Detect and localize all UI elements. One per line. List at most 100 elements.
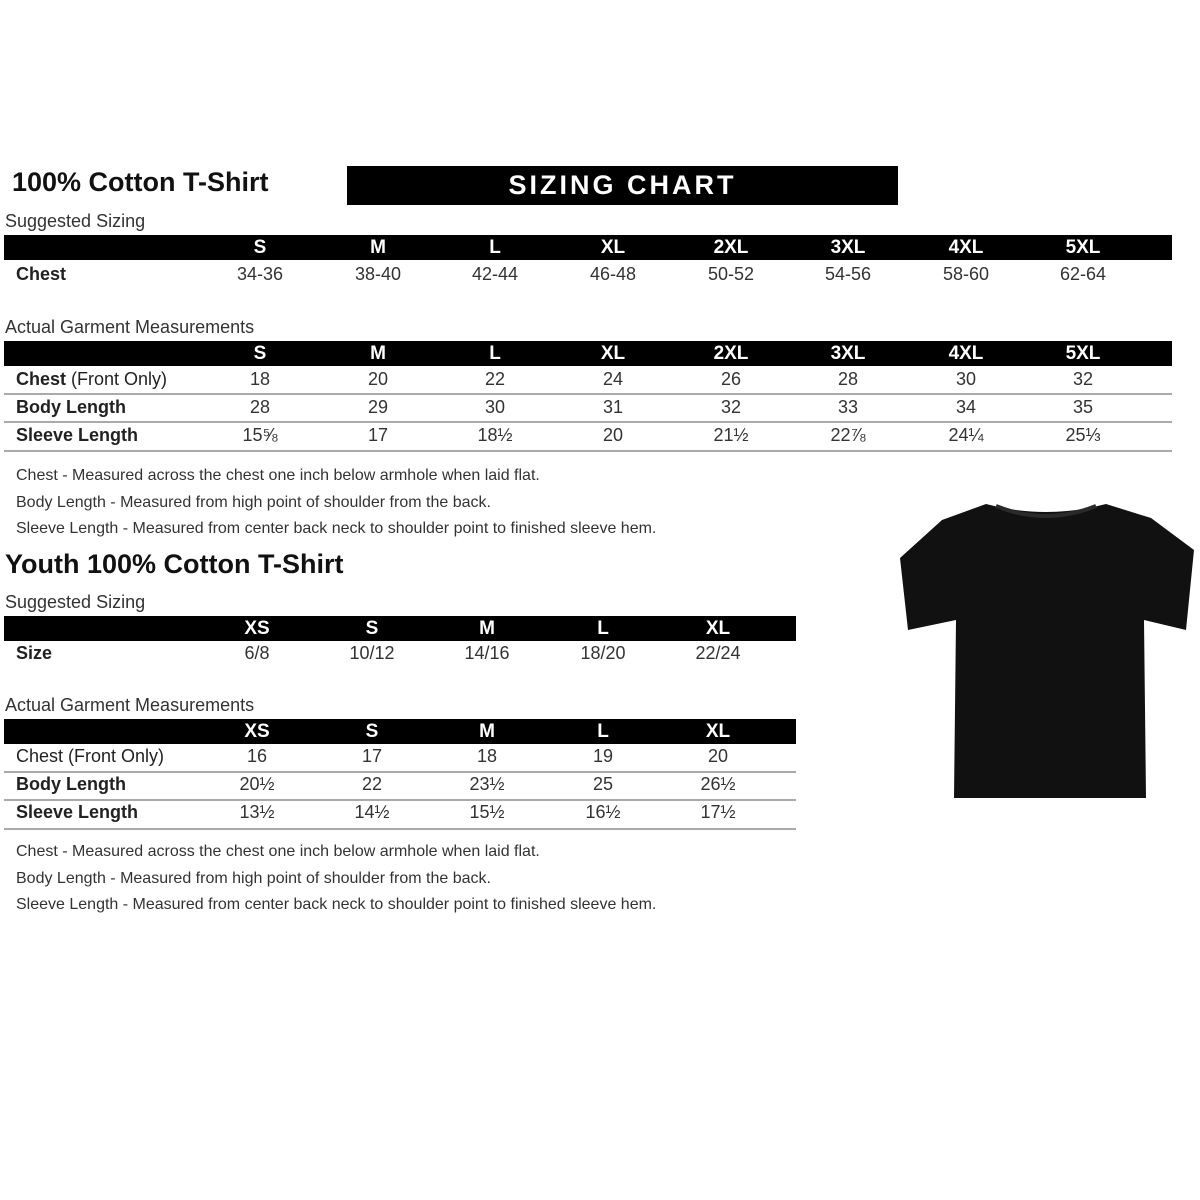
table-cell: 35: [1072, 397, 1094, 417]
table-cell: 26: [720, 369, 742, 389]
table-cell: 34-36: [236, 264, 284, 284]
table-header-bar: [4, 719, 796, 744]
size-header: XL: [705, 721, 731, 742]
adult-note: Body Length - Measured from high point o…: [16, 493, 491, 511]
table-cell: 25: [592, 774, 614, 794]
size-header: S: [253, 343, 267, 364]
size-header: XS: [244, 618, 270, 639]
table-cell: 22⅞: [830, 425, 866, 445]
size-header: XL: [600, 343, 626, 364]
row-label-text: Body Length: [16, 397, 126, 417]
table-cell: 18: [249, 369, 271, 389]
table-cell: 16: [246, 746, 268, 766]
adult-suggested-label: Suggested Sizing: [5, 211, 146, 231]
row-divider: [4, 828, 796, 830]
row-label-text: Body Length: [16, 774, 126, 794]
table-cell: 58-60: [942, 264, 990, 284]
table-cell: 22: [484, 369, 506, 389]
size-header: XL: [600, 237, 626, 258]
youth-note: Sleeve Length - Measured from center bac…: [16, 896, 657, 913]
row-label: Sleeve Length: [16, 425, 138, 446]
youth-title: Youth 100% Cotton T-Shirt: [5, 549, 344, 579]
row-label-text: Sleeve Length: [16, 425, 139, 445]
table-header-bar: [4, 616, 796, 641]
size-header: 5XL: [1065, 343, 1101, 364]
row-label-text: Size: [16, 643, 53, 663]
row-divider: [4, 771, 796, 773]
size-header: M: [370, 343, 386, 364]
adult-title: 100% Cotton T-Shirt: [12, 167, 269, 197]
size-header: S: [253, 237, 267, 258]
row-label-text: Chest: [16, 369, 67, 389]
table-cell: 14/16: [464, 643, 510, 663]
sizing-chart-banner: SIZING CHART: [347, 166, 898, 205]
size-header: 4XL: [948, 237, 984, 258]
row-label: Size: [16, 643, 52, 664]
table-cell: 31: [602, 397, 624, 417]
adult-actual-label: Actual Garment Measurements: [5, 317, 255, 337]
table-cell: 23½: [469, 774, 505, 794]
table-cell: 32: [720, 397, 742, 417]
table-cell: 29: [367, 397, 389, 417]
size-header: 2XL: [713, 343, 749, 364]
table-cell: 50-52: [707, 264, 755, 284]
table-cell: 20½: [239, 774, 275, 794]
size-header: L: [597, 721, 609, 742]
youth-note: Body Length - Measured from high point o…: [16, 869, 491, 887]
table-cell: 15½: [469, 802, 505, 822]
tshirt-icon: [900, 504, 1194, 798]
youth-note: Chest - Measured across the chest one in…: [16, 843, 540, 860]
size-header: 3XL: [830, 237, 866, 258]
size-header: 2XL: [713, 237, 749, 258]
youth-suggested-label: Suggested Sizing: [5, 592, 146, 612]
adult-note: Sleeve Length - Measured from center bac…: [16, 520, 657, 537]
table-cell: 24: [602, 369, 624, 389]
youth-actual-label: Actual Garment Measurements: [5, 695, 255, 715]
table-cell: 62-64: [1059, 264, 1107, 284]
size-header: 3XL: [830, 343, 866, 364]
table-cell: 25⅓: [1065, 425, 1101, 445]
table-cell: 18/20: [580, 643, 626, 663]
tshirt-body: [900, 504, 1194, 798]
table-header-bar: [4, 235, 1172, 260]
table-cell: 28: [249, 397, 271, 417]
row-divider: [4, 450, 1172, 452]
table-cell: 10/12: [349, 643, 395, 663]
table-cell: 6/8: [244, 643, 270, 663]
table-cell: 18: [476, 746, 498, 766]
size-header: L: [597, 618, 609, 639]
table-cell: 20: [602, 425, 624, 445]
table-cell: 19: [592, 746, 614, 766]
size-header: XS: [244, 721, 270, 742]
row-label: Sleeve Length: [16, 802, 138, 823]
row-divider: [4, 421, 1172, 423]
table-header-bar: [4, 341, 1172, 366]
row-label: Chest (Front Only): [16, 746, 164, 767]
table-cell: 32: [1072, 369, 1094, 389]
table-cell: 22: [361, 774, 383, 794]
table-cell: 16½: [585, 802, 621, 822]
row-label-suffix: (Front Only): [71, 369, 168, 389]
table-cell: 38-40: [354, 264, 402, 284]
adult-note: Chest - Measured across the chest one in…: [16, 467, 540, 484]
size-header: L: [489, 237, 501, 258]
size-header: M: [370, 237, 386, 258]
table-cell: 14½: [354, 802, 390, 822]
table-cell: 20: [707, 746, 729, 766]
row-label: Chest: [16, 264, 66, 285]
size-header: XL: [705, 618, 731, 639]
table-cell: 30: [955, 369, 977, 389]
size-header: 5XL: [1065, 237, 1101, 258]
table-cell: 17: [361, 746, 383, 766]
size-header: M: [479, 721, 495, 742]
row-label-text: Sleeve Length: [16, 802, 139, 822]
row-divider: [4, 799, 796, 801]
table-cell: 46-48: [589, 264, 637, 284]
size-header: M: [479, 618, 495, 639]
table-cell: 17: [367, 425, 389, 445]
table-cell: 30: [484, 397, 506, 417]
table-cell: 13½: [239, 802, 275, 822]
size-header: S: [365, 618, 379, 639]
table-cell: 33: [837, 397, 859, 417]
